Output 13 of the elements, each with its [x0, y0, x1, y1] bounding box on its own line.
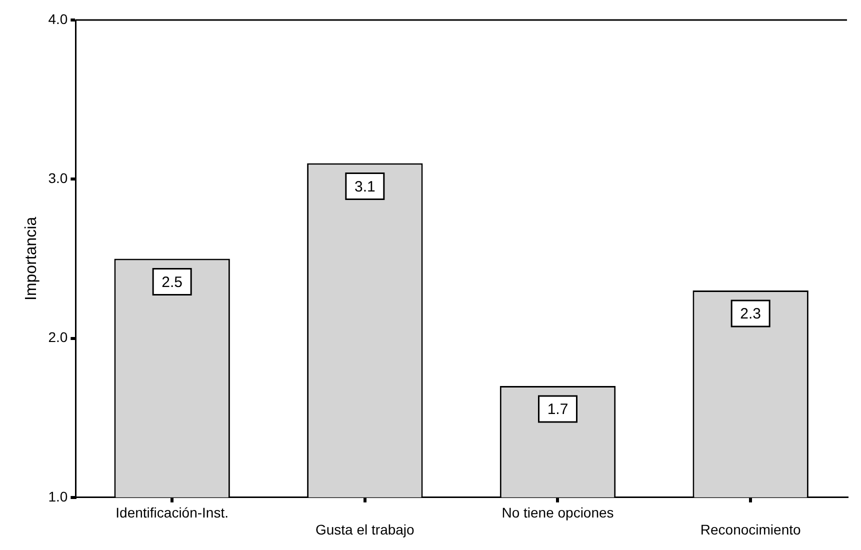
data-label: 2.5 — [162, 274, 183, 291]
x-tick-label: Reconocimiento — [700, 521, 801, 538]
y-tick-label: 3.0 — [48, 170, 68, 186]
data-label: 3.1 — [354, 178, 376, 196]
x-tick-label: Gusta el trabajo — [315, 521, 415, 538]
x-tick-label: Identificación-Inst. — [116, 504, 228, 521]
y-tick-label: 2.0 — [48, 329, 68, 346]
y-tick-label: 1.0 — [48, 488, 68, 504]
y-axis-title: Importancia — [23, 216, 40, 300]
y-tick-label: 4.0 — [48, 10, 68, 27]
data-label: 1.7 — [547, 401, 568, 418]
x-tick-label: No tiene opciones — [502, 504, 614, 521]
data-label: 2.3 — [740, 306, 762, 323]
